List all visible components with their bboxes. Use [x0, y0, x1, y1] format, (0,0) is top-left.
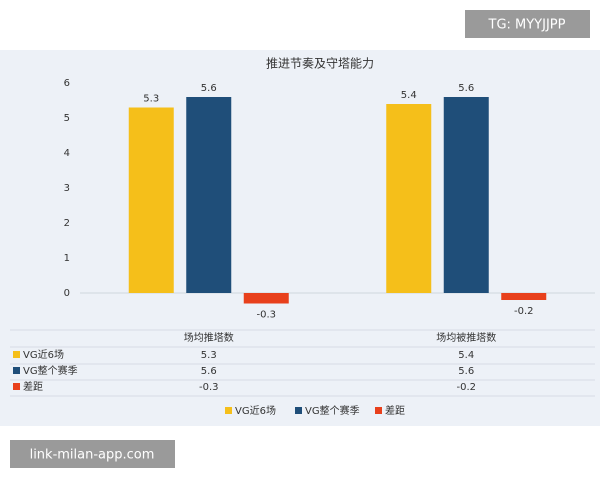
- bottom-badge-box: [10, 440, 175, 468]
- top-badge-box: [465, 10, 590, 38]
- legend-label: VG近6场: [235, 404, 276, 417]
- table-row-label: VG近6场: [23, 348, 64, 361]
- legend-key: [225, 407, 232, 414]
- table-cell: 5.6: [458, 366, 474, 377]
- bar: [501, 293, 547, 300]
- y-tick-label: 2: [64, 218, 70, 229]
- data-label: -0.2: [514, 306, 534, 317]
- table-header: 场均推塔数: [184, 331, 234, 344]
- y-tick-label: 1: [64, 253, 70, 264]
- y-tick-label: 4: [64, 148, 70, 159]
- y-tick-label: 3: [64, 183, 70, 194]
- table-cell: -0.2: [456, 382, 476, 393]
- legend-key: [295, 407, 302, 414]
- table-row-label: VG整个赛季: [23, 364, 78, 377]
- bar: [128, 107, 174, 293]
- chart-panel: [0, 50, 600, 426]
- table-row-label: 差距: [23, 380, 43, 393]
- y-tick-label: 5: [64, 113, 70, 124]
- bar: [243, 293, 289, 304]
- table-cell: 5.4: [458, 350, 474, 361]
- table-key: [13, 383, 20, 390]
- table-key: [13, 351, 20, 358]
- table-key: [13, 367, 20, 374]
- table-header: 场均被推塔数: [436, 331, 496, 344]
- legend-label: 差距: [385, 404, 405, 417]
- data-label: 5.6: [458, 83, 474, 94]
- top-badge: TG: MYYJJPP: [488, 18, 566, 33]
- table-cell: 5.6: [201, 366, 217, 377]
- legend-label: VG整个赛季: [305, 404, 360, 417]
- chart-title: 推进节奏及守塔能力: [266, 57, 374, 71]
- bottom-badge: link-milan-app.com: [30, 448, 155, 463]
- bar: [443, 97, 489, 293]
- data-label: 5.4: [401, 90, 417, 101]
- data-label: -0.3: [256, 310, 276, 321]
- table-cell: -0.3: [199, 382, 219, 393]
- bar: [386, 104, 432, 293]
- data-label: 5.3: [143, 94, 159, 105]
- y-tick-label: 6: [64, 78, 70, 89]
- table-cell: 5.3: [201, 350, 217, 361]
- data-label: 5.6: [201, 83, 217, 94]
- y-tick-label: 0: [64, 288, 70, 299]
- bar: [186, 97, 232, 293]
- legend-key: [375, 407, 382, 414]
